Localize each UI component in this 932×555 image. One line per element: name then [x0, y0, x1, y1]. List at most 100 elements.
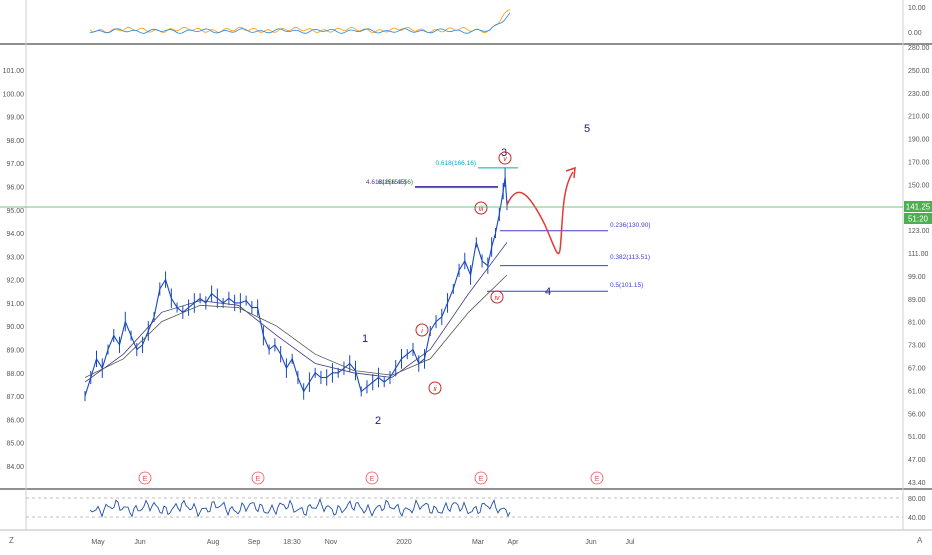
- wave-label: iv: [494, 295, 500, 302]
- left-axis-tick: 85.00: [6, 441, 24, 448]
- wave-circle: [415, 323, 429, 337]
- left-axis-tick: 93.00: [6, 254, 24, 261]
- wave-label: ii: [433, 386, 437, 393]
- wave-label: 1: [362, 333, 368, 345]
- bottom-indicator-tick: 80.00: [908, 496, 926, 503]
- bottom-indicator-tick: 40.00: [908, 515, 926, 522]
- wave-label: v: [503, 156, 507, 163]
- earnings-label: E: [595, 476, 600, 483]
- right-axis-tick: 280.00: [908, 45, 930, 52]
- time-axis-tick: 18:30: [283, 539, 301, 546]
- wave-circle: [474, 201, 488, 215]
- right-axis-tick: 170.00: [908, 159, 930, 166]
- left-axis-tick: 95.00: [6, 208, 24, 215]
- left-axis-tick: 94.00: [6, 231, 24, 238]
- left-axis-tick: 96.00: [6, 184, 24, 191]
- left-axis-tick: 97.00: [6, 161, 24, 168]
- last-price-badge[interactable]: [904, 201, 932, 212]
- earnings-label: E: [370, 476, 375, 483]
- left-axis-tick: 91.00: [6, 301, 24, 308]
- time-axis[interactable]: May Jun Aug Sep 18:30 Nov 2020 Mar Apr Jun Jul: [91, 539, 635, 546]
- right-axis-tick: 73.00: [908, 343, 926, 350]
- left-axis-tick: 88.00: [6, 371, 24, 378]
- time-axis-tick: Apr: [508, 539, 520, 546]
- wave-label: iii: [479, 206, 484, 213]
- earnings-circle: [251, 471, 265, 485]
- countdown-value: 51:20: [908, 215, 929, 224]
- moving-average-line: [84, 242, 508, 383]
- wave-circle: [490, 290, 504, 304]
- top-indicator-tick: 0.00: [908, 30, 922, 37]
- right-axis-tick: 81.00: [908, 320, 926, 327]
- time-axis-tick: 2020: [396, 539, 412, 546]
- left-axis-tick: 87.00: [6, 394, 24, 401]
- right-axis-tick: 99.00: [908, 274, 926, 281]
- top-indicator-line-b: [90, 12, 511, 34]
- earnings-circle: [365, 471, 379, 485]
- price-line: [84, 177, 508, 397]
- earnings-label: E: [479, 476, 484, 483]
- wave-label: 3: [501, 147, 507, 159]
- wave-label: 4: [545, 286, 551, 298]
- countdown-badge: [904, 213, 932, 224]
- left-axis-tick: 90.00: [6, 324, 24, 331]
- wave-circle: [428, 381, 442, 395]
- fib-level-label: 0.5(101.15): [610, 282, 643, 289]
- fib-level-label: 4.618(156.45): [366, 179, 406, 186]
- right-axis-tick: 190.00: [908, 137, 930, 144]
- top-indicator-tick: 10.00: [908, 5, 926, 12]
- earnings-circle: [138, 471, 152, 485]
- fib-level-label: 0.382(113.51): [610, 254, 650, 261]
- left-axis-tick: 101.00: [3, 68, 25, 75]
- earnings-label: E: [143, 476, 148, 483]
- right-axis-tick: 89.00: [908, 297, 926, 304]
- earnings-circle: [590, 471, 604, 485]
- earnings-label: E: [256, 476, 261, 483]
- last-price-value: 141.25: [906, 203, 931, 212]
- time-axis-tick: Mar: [472, 539, 485, 546]
- top-indicator-pane: 10.00 0.00: [89, 5, 926, 37]
- right-axis-tick: 230.00: [908, 91, 930, 98]
- left-axis-tick: 84.00: [6, 464, 24, 471]
- right-axis-tick: 43.40: [908, 480, 926, 487]
- right-axis-tick: 61.00: [908, 388, 926, 395]
- right-axis-tick: 67.00: [908, 366, 926, 373]
- left-corner-label[interactable]: Z: [9, 536, 14, 545]
- right-axis-tick: 111.00: [908, 251, 928, 258]
- bottom-indicator-pane: 80.00 40.00: [26, 496, 926, 522]
- moving-averages: [84, 242, 508, 383]
- time-axis-tick: May: [91, 539, 105, 546]
- wave-circle: [498, 151, 512, 165]
- moving-average-line: [84, 274, 508, 378]
- bottom-indicator-line: [89, 497, 511, 518]
- projection-arrowhead: [565, 166, 576, 179]
- left-price-axis[interactable]: 101.00 100.00 99.00 98.00 97.00 96.00 95.00 94.…: [3, 68, 25, 471]
- left-axis-tick: 100.00: [3, 91, 25, 98]
- wave-label: 5: [584, 123, 590, 135]
- right-corner-label[interactable]: A: [917, 536, 923, 545]
- time-axis-tick: Jun: [134, 539, 145, 546]
- left-axis-tick: 89.00: [6, 348, 24, 355]
- left-axis-tick: 99.00: [6, 115, 24, 122]
- time-axis-tick: Nov: [325, 539, 338, 546]
- right-axis-tick: 51.00: [908, 434, 926, 441]
- time-axis-tick: Aug: [207, 539, 220, 546]
- fib-level-label: .618(153.56): [376, 179, 413, 186]
- time-axis-tick: Jul: [626, 539, 635, 546]
- right-axis-tick: 56.00: [908, 411, 926, 418]
- right-axis-tick: 123.00: [908, 228, 930, 235]
- time-axis-tick: Jun: [585, 539, 596, 546]
- fib-level-label: 0.236(130.90): [610, 222, 650, 229]
- fibonacci-levels: 0.618(166.16) 4.618(156.45).618(153.56) 0.…: [366, 160, 650, 292]
- left-axis-tick: 98.00: [6, 138, 24, 145]
- right-axis-tick: 210.00: [908, 114, 930, 121]
- left-axis-tick: 92.00: [6, 278, 24, 285]
- left-axis-tick: 86.00: [6, 417, 24, 424]
- fib-level-label: 0.618(166.16): [436, 160, 476, 167]
- wave-label: 2: [375, 415, 381, 427]
